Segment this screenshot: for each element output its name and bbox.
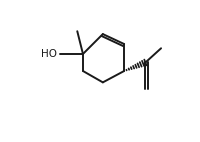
- Text: HO: HO: [41, 49, 57, 59]
